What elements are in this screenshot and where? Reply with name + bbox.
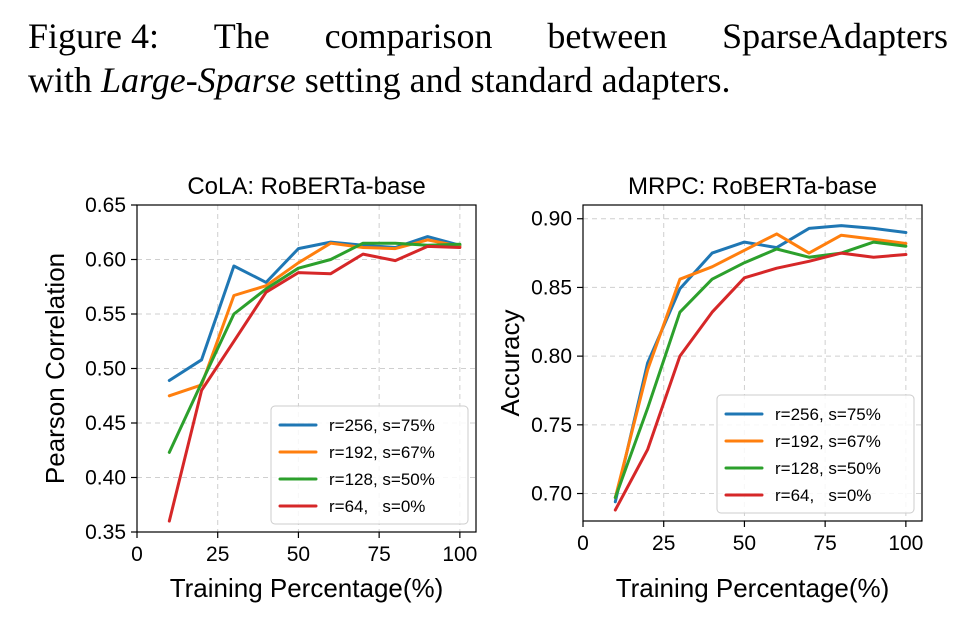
legend-label-3: r=128, s=50%: [775, 459, 881, 478]
y-tick-label: 0.75: [531, 414, 572, 437]
legend-label-1: r=256, s=75%: [775, 405, 881, 424]
legend: r=256, s=75% r=192, s=67% r=128, s=50% r=64…: [716, 394, 915, 514]
x-tick-label: 100: [888, 532, 923, 555]
series-line-2: [613, 232, 908, 500]
y-tick-label: 0.35: [85, 521, 126, 544]
y-tick-label: 0.90: [531, 208, 572, 231]
chart-1: 0 25 50 75 100 0.35 0.40 0.45 0.50 0.55 0.60 0.65 Co…: [40, 173, 477, 603]
y-tick-label: 0.65: [85, 194, 126, 217]
legend-label-1: r=256, s=75%: [329, 416, 435, 435]
series-line-4: [613, 251, 908, 512]
legend-box: [270, 405, 469, 525]
figure-caption: Figure 4: The comparison between SparseA…: [28, 14, 948, 102]
series-line-3: [167, 241, 462, 454]
caption-italic-term: Large-Sparse: [101, 60, 296, 100]
y-tick-label: 0.70: [531, 483, 572, 506]
y-tick-label: 0.55: [85, 303, 126, 326]
y-axis-label: Accuracy: [495, 310, 525, 417]
x-tick-label: 50: [287, 543, 310, 566]
y-axis-label: Pearson Correlation: [40, 253, 70, 484]
legend-label-2: r=192, s=67%: [775, 432, 881, 451]
caption-word: The: [213, 16, 270, 56]
legend-label-3: r=128, s=50%: [329, 470, 435, 489]
caption-word: with: [28, 60, 93, 100]
x-axis-label: Training Percentage(%): [616, 573, 890, 603]
caption-prefix: Figure 4:: [28, 16, 159, 56]
legend: r=256, s=75% r=192, s=67% r=128, s=50% r=64…: [270, 405, 469, 525]
y-tick-label: 0.85: [531, 276, 572, 299]
caption-line-1: Figure 4: The comparison between SparseA…: [28, 14, 948, 58]
y-tick-label: 0.60: [85, 249, 126, 272]
x-axis-label: Training Percentage(%): [170, 573, 444, 603]
x-tick-label: 100: [442, 543, 477, 566]
legend-label-2: r=192, s=67%: [329, 443, 435, 462]
chart-title: MRPC: RoBERTa-base: [628, 173, 877, 200]
y-tick-label: 0.40: [85, 467, 126, 490]
chart-title: CoLA: RoBERTa-base: [187, 173, 425, 200]
series-line-1: [167, 235, 462, 382]
x-tick-label: 75: [367, 543, 390, 566]
legend-label-4: r=64, s=0%: [775, 486, 871, 505]
x-tick-label: 50: [733, 532, 756, 555]
caption-line-2: with Large-Sparse setting and standard a…: [28, 58, 948, 102]
series-line-4: [167, 244, 462, 523]
caption-word: SparseAdapters: [722, 16, 948, 56]
x-tick-label: 0: [577, 532, 589, 555]
caption-word: setting and standard adapters.: [304, 60, 731, 100]
y-tick-label: 0.80: [531, 345, 572, 368]
caption-word: between: [547, 16, 668, 56]
series-line-3: [613, 240, 908, 500]
chart-2: 0 25 50 75 100 0.70 0.75 0.80 0.85 0.90 MRPC: RoBE…: [495, 173, 923, 603]
x-tick-label: 75: [813, 532, 836, 555]
caption-word: comparison: [324, 16, 493, 56]
x-tick-label: 0: [131, 543, 143, 566]
x-tick-label: 25: [206, 543, 229, 566]
y-tick-label: 0.50: [85, 358, 126, 381]
plot-frame: [582, 204, 923, 522]
legend-box: [716, 394, 915, 514]
y-tick-label: 0.45: [85, 412, 126, 435]
legend-label-4: r=64, s=0%: [329, 497, 425, 516]
x-tick-label: 25: [652, 532, 675, 555]
